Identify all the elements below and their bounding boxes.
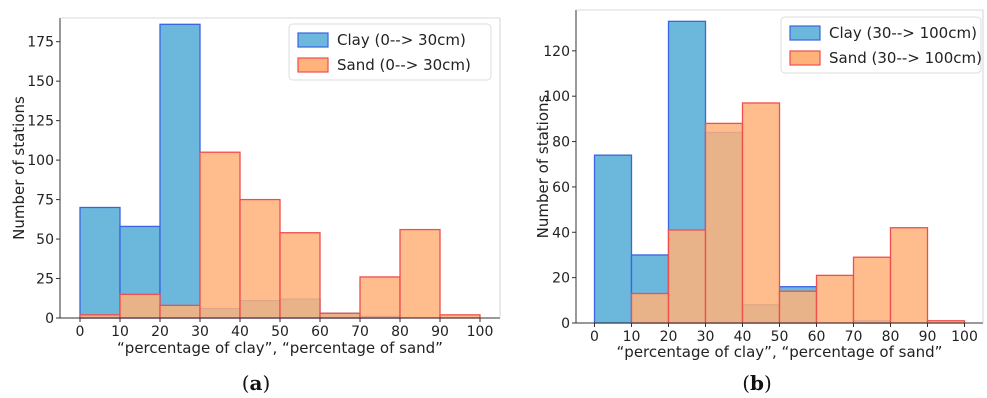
y-tick-label: 100 [27, 153, 54, 169]
x-tick-label: 60 [808, 329, 826, 345]
histogram-panel-b: 0 10 20 30 40 50 60 70 80 90 100 0 20 40 60 80 100 120 “pe… [534, 9, 984, 395]
clay-legend-label: Clay (30--> 100cm) [829, 24, 977, 42]
sand-bar [852, 256, 892, 324]
x-tick-label: 90 [919, 329, 937, 345]
x-axis-title: “percentage of clay”, “percentage of san… [117, 339, 443, 357]
x-tick-label: 80 [882, 329, 900, 345]
sand-bar [815, 274, 855, 324]
sand-bar [279, 232, 321, 319]
sand-bar [741, 102, 781, 324]
y-tick-label: 60 [552, 180, 570, 196]
sand-legend-swatch [789, 50, 821, 66]
x-tick-label: 30 [697, 329, 715, 345]
sand-bar [159, 304, 201, 319]
clay-bar [79, 206, 121, 319]
legend: Clay (30--> 100cm) Sand (30--> 100cm) [780, 16, 982, 74]
x-tick-label: 70 [845, 329, 863, 345]
x-tick-label: 40 [734, 329, 752, 345]
x-tick-label: 90 [431, 324, 449, 340]
x-tick-label: 10 [111, 324, 129, 340]
x-tick-label: 50 [771, 329, 789, 345]
x-tick-label: 100 [951, 329, 978, 345]
sand-bar [239, 198, 281, 319]
sand-bar [704, 122, 744, 324]
clay-bar [159, 23, 201, 319]
sand-legend-label: Sand (30--> 100cm) [829, 49, 982, 67]
sand-legend-label: Sand (0--> 30cm) [337, 56, 471, 74]
clay-legend-swatch [789, 25, 821, 41]
histogram-panel-a: 0 10 20 30 40 50 60 70 80 90 100 0 25 50 75 100 125 150 17… [10, 17, 501, 395]
y-tick-label: 150 [27, 74, 54, 90]
x-tick-label: 40 [231, 324, 249, 340]
sand-bar [119, 293, 161, 319]
y-axis-title: Number of stations [10, 96, 28, 240]
y-tick-label: 100 [543, 89, 570, 105]
clay-legend-swatch [297, 32, 329, 48]
sand-bar [889, 227, 929, 324]
y-tick-label: 40 [552, 225, 570, 241]
panel-caption: (b) [742, 371, 772, 395]
x-axis-title: “percentage of clay”, “percentage of san… [617, 343, 943, 361]
legend: Clay (0--> 30cm) Sand (0--> 30cm) [288, 23, 492, 81]
x-tick-label: 30 [191, 324, 209, 340]
panel-caption: (a) [242, 371, 271, 395]
x-tick-label: 20 [151, 324, 169, 340]
sand-bar [630, 292, 670, 324]
clay-legend-label: Clay (0--> 30cm) [337, 31, 466, 49]
x-tick-label: 0 [590, 329, 599, 345]
y-tick-label: 80 [552, 135, 570, 151]
y-tick-label: 25 [36, 272, 54, 288]
y-tick-label: 0 [45, 311, 54, 327]
y-tick-label: 0 [561, 316, 570, 332]
x-tick-label: 60 [311, 324, 329, 340]
y-tick-label: 175 [27, 35, 54, 51]
y-axis-title: Number of stations [534, 94, 552, 238]
x-tick-label: 70 [351, 324, 369, 340]
x-tick-label: 0 [76, 324, 85, 340]
sand-bar [667, 229, 707, 324]
x-tick-label: 100 [467, 324, 494, 340]
y-tick-label: 20 [552, 271, 570, 287]
y-tick-label: 125 [27, 114, 54, 130]
y-tick-label: 50 [36, 232, 54, 248]
sand-bar [199, 151, 241, 319]
sand-bar [778, 290, 818, 324]
sand-legend-swatch [297, 57, 329, 73]
y-tick-label: 75 [36, 193, 54, 209]
x-tick-label: 50 [271, 324, 289, 340]
legend-frame [780, 16, 982, 74]
sand-bar [319, 312, 361, 319]
sand-bar [359, 276, 401, 319]
x-tick-label: 10 [623, 329, 641, 345]
sand-bar [399, 228, 441, 319]
y-tick-label: 120 [543, 44, 570, 60]
clay-bar [593, 154, 633, 324]
x-tick-label: 20 [660, 329, 678, 345]
legend-frame [288, 23, 492, 81]
x-tick-label: 80 [391, 324, 409, 340]
